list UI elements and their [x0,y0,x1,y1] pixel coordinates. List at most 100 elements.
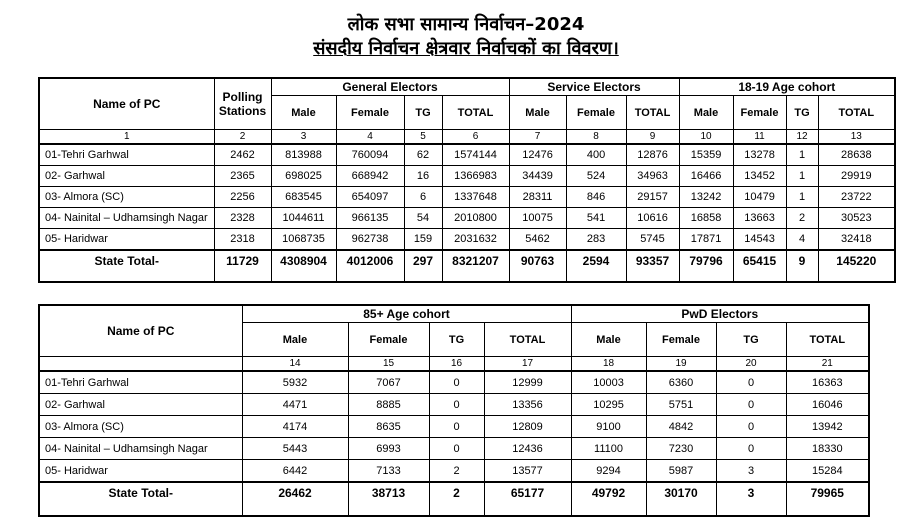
value-cell: 10616 [625,207,680,229]
column-number-cell: 19 [645,356,717,372]
column-number-cell: 16 [428,356,485,372]
col-header-general-male: Male [270,95,337,130]
pc-name-cell: 01-Tehri Garhwal [38,370,243,394]
pc-name-cell: 02- Garhwal [38,165,215,187]
value-cell: 5932 [241,370,349,394]
value-cell: 12876 [625,143,680,166]
electors-table-general-service-1819: Name of PC Polling Stations General Elec… [38,77,897,283]
value-cell: 10075 [508,207,567,229]
value-cell: 10295 [570,393,647,416]
col-header-name-of-pc: Name of PC [38,304,243,357]
value-cell: 5751 [645,393,717,416]
state-total-value-cell: 26462 [241,481,349,517]
value-cell: 6 [403,186,443,208]
value-cell: 12999 [483,370,572,394]
value-cell: 13942 [785,415,870,438]
state-total-value-cell: 79796 [678,249,734,283]
value-cell: 1 [785,165,819,187]
col-header-1819-female: Female [732,95,787,130]
column-number-cell: 10 [678,129,734,145]
column-number-cell: 13 [817,129,896,145]
value-cell: 698025 [270,165,337,187]
col-header-1819-total: TOTAL [817,95,896,130]
state-total-value-cell: 145220 [817,249,896,283]
col-header-pwd-female: Female [645,322,717,357]
group-header-general-electors: General Electors [270,77,510,96]
value-cell: 0 [428,437,485,460]
value-cell: 18330 [785,437,870,460]
col-header-1819-male: Male [678,95,734,130]
value-cell: 2256 [213,186,272,208]
col-header-polling-stations: Polling Stations [213,77,272,130]
value-cell: 654097 [335,186,405,208]
col-header-service-total: TOTAL [625,95,680,130]
table-row: 05- Haridwar 2318 1068735 962738 159 2031632 5… [38,228,896,251]
value-cell: 12436 [483,437,572,460]
pc-name-cell: 04- Nainital – Udhamsingh Nagar [38,207,215,229]
value-cell: 7230 [645,437,717,460]
value-cell: 9294 [570,459,647,483]
value-cell: 962738 [335,228,405,251]
state-total-value-cell: 79965 [785,481,870,517]
value-cell: 524 [565,165,627,187]
col-header-pwd-male: Male [570,322,647,357]
col-header-1819-tg: TG [785,95,819,130]
table-row: 02- Garhwal 4471 8885 0 13356 10295 5751 0 16046 [38,393,870,416]
state-total-value-cell: 4308904 [270,249,337,283]
column-number-cell: 6 [441,129,510,145]
value-cell: 3 [715,459,787,483]
value-cell: 0 [715,393,787,416]
column-number-cell: 18 [570,356,647,372]
table-row: 04- Nainital – Udhamsingh Nagar 2328 10446… [38,207,896,229]
col-header-85plus-tg: TG [428,322,485,357]
col-header-general-female: Female [335,95,405,130]
column-number-cell: 11 [732,129,787,145]
value-cell: 14543 [732,228,787,251]
value-cell: 62 [403,143,443,166]
value-cell: 2328 [213,207,272,229]
value-cell: 16 [403,165,443,187]
value-cell: 4174 [241,415,349,438]
pc-name-cell: 05- Haridwar [38,459,243,483]
value-cell: 846 [565,186,627,208]
col-header-85plus-female: Female [347,322,430,357]
state-total-value-cell: 3 [715,481,787,517]
state-total-value-cell: 90763 [508,249,567,283]
value-cell: 15284 [785,459,870,483]
value-cell: 1574144 [441,143,510,166]
value-cell: 400 [565,143,627,166]
col-header-pwd-total: TOTAL [785,322,870,357]
column-number-cell: 15 [347,356,430,372]
column-number-cell: 1 [38,129,215,145]
col-header-general-tg: TG [403,95,443,130]
value-cell: 1366983 [441,165,510,187]
pc-name-cell: 03- Almora (SC) [38,415,243,438]
value-cell: 2318 [213,228,272,251]
value-cell: 159 [403,228,443,251]
value-cell: 29919 [817,165,896,187]
value-cell: 2 [428,459,485,483]
value-cell: 8885 [347,393,430,416]
col-header-general-total: TOTAL [441,95,510,130]
table-row: 02- Garhwal 2365 698025 668942 16 1366983 3443… [38,165,896,187]
column-number-row: 1 2 3 4 5 6 7 8 9 10 11 12 13 [38,129,896,145]
group-header-service-electors: Service Electors [508,77,680,96]
value-cell: 11100 [570,437,647,460]
col-header-service-female: Female [565,95,627,130]
value-cell: 16363 [785,370,870,394]
column-number-cell: 4 [335,129,405,145]
value-cell: 5745 [625,228,680,251]
table-row: 05- Haridwar 6442 7133 2 13577 9294 5987 3 15284 [38,459,870,483]
column-number-cell: 5 [403,129,443,145]
state-total-value-cell: 65177 [483,481,572,517]
state-total-value-cell: 9 [785,249,819,283]
pc-name-cell: 05- Haridwar [38,228,215,251]
column-number-cell: 2 [213,129,272,145]
value-cell: 17871 [678,228,734,251]
state-total-value-cell: 11729 [213,249,272,283]
title-line-1: लोक सभा सामान्य निर्वाचन–2024 [347,14,585,35]
state-total-value-cell: 8321207 [441,249,510,283]
table-row: 04- Nainital – Udhamsingh Nagar 5443 6993 0… [38,437,870,460]
title-line-2: संसदीय निर्वाचन क्षेत्रवार निर्वाचकों का… [313,38,619,59]
column-number-cell: 3 [270,129,337,145]
